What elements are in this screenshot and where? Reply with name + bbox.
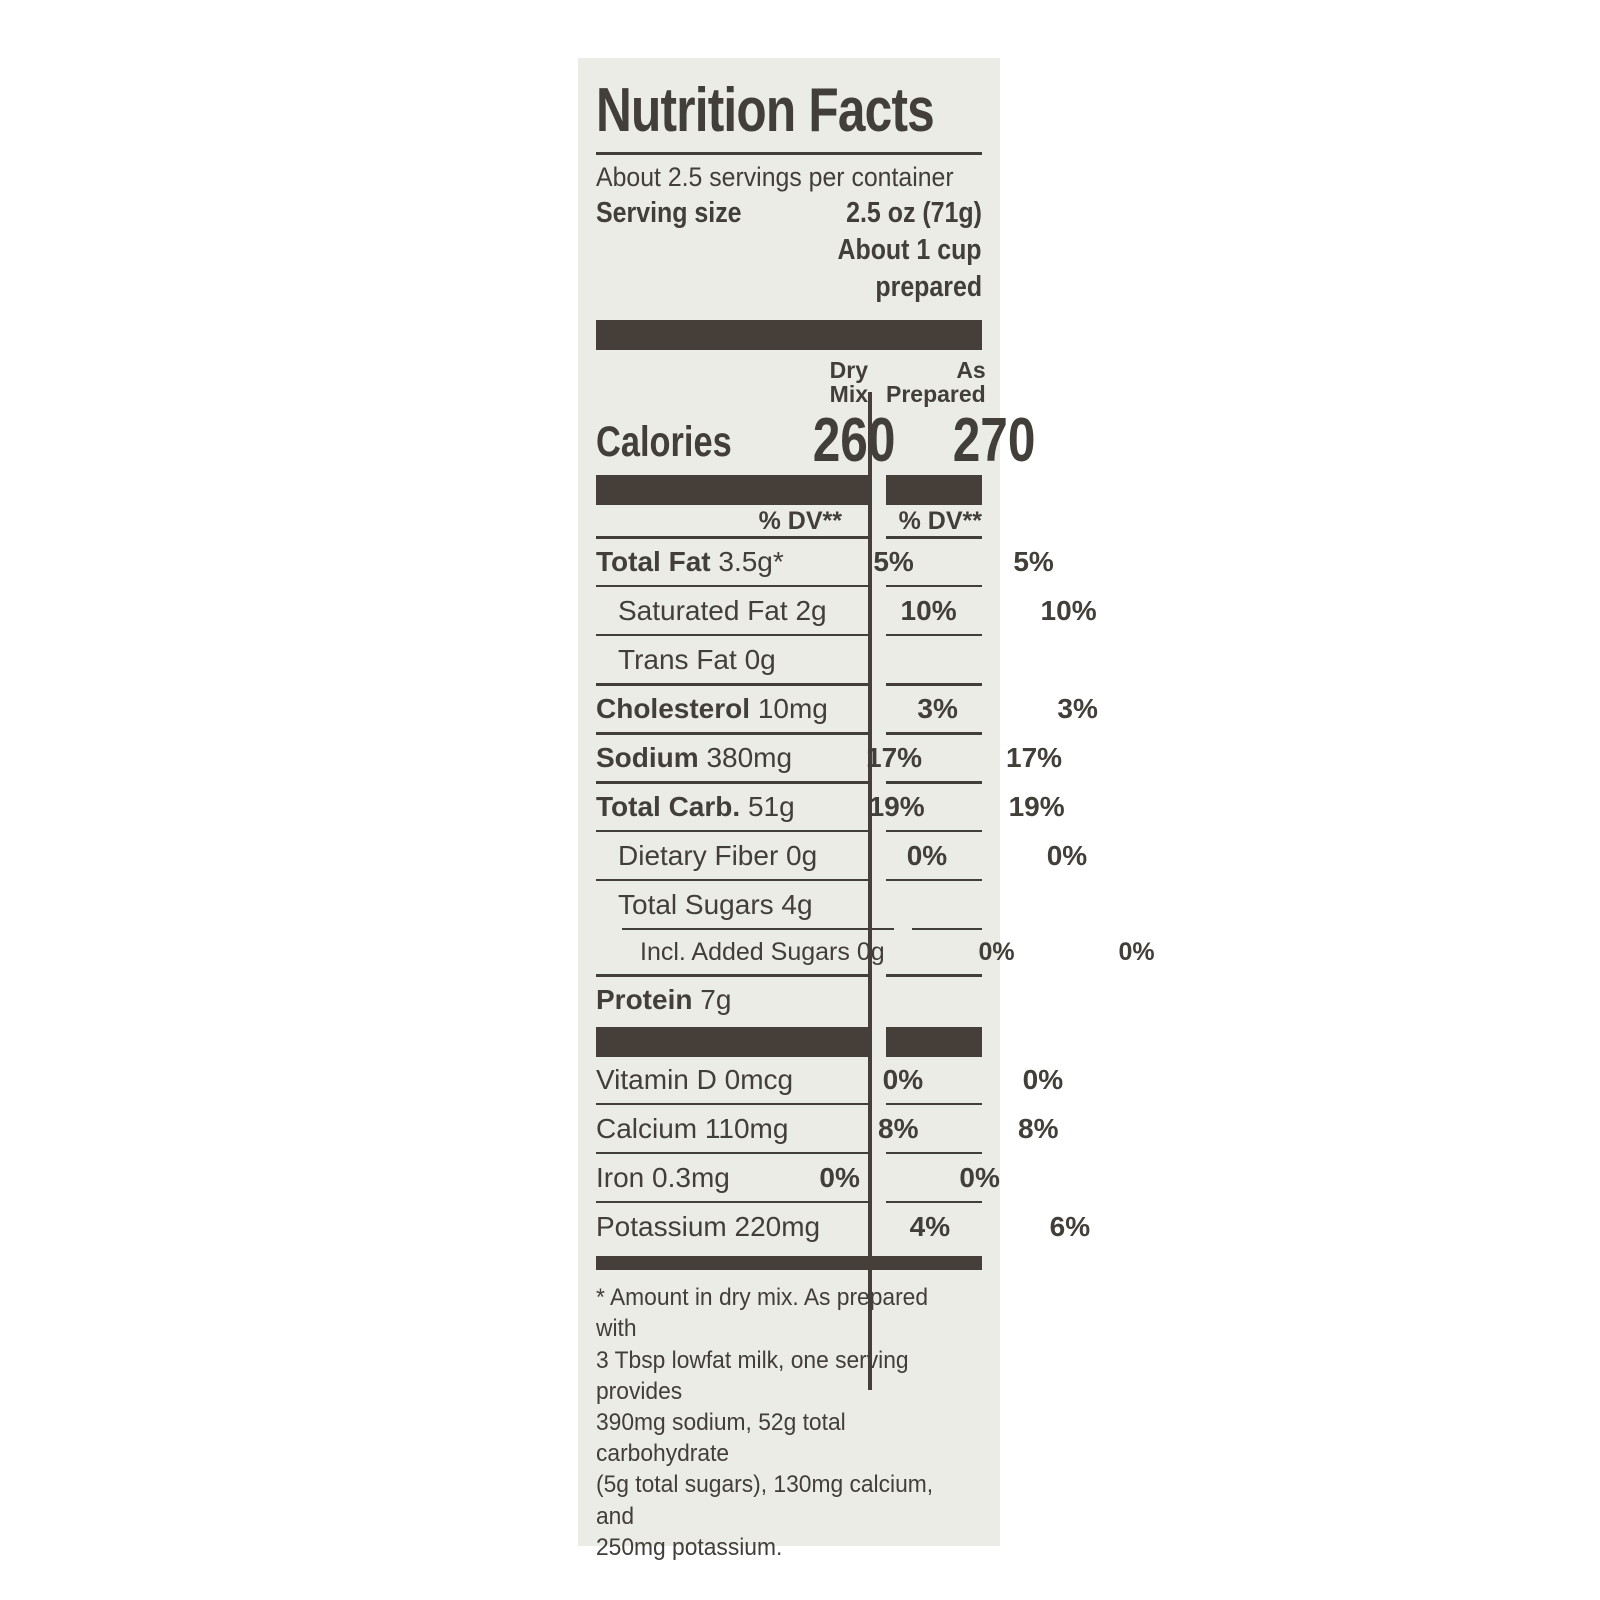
dv-header-as-prepared: % DV** (898, 507, 982, 536)
nutrient-dv-dry-mix: 17% (866, 742, 923, 774)
servings-per-container: About 2.5 servings per container (596, 155, 982, 195)
nutrient-name: Potassium 220mg (596, 1211, 821, 1243)
calories-label: Calories (596, 418, 732, 467)
table-row: Total Carb. 51g 19% 19% (596, 784, 1065, 830)
nutrient-dv-dry-mix: 5% (873, 546, 914, 578)
serving-size-value-line1: 2.5 oz (71g) (846, 196, 982, 229)
nutrient-name: Total Carb. 51g (596, 791, 795, 823)
column-header-spacer (596, 358, 786, 406)
column-header-as-prepared: As Prepared (886, 357, 986, 408)
calories-value-dry-mix: 260 (812, 406, 896, 476)
nutrient-dv-dry-mix: 8% (878, 1113, 919, 1145)
nutrient-name: Total Sugars 4g (618, 889, 813, 921)
daily-value-header: % DV** % DV** (596, 505, 982, 536)
column-divider (868, 392, 872, 1390)
row-divider (596, 634, 982, 637)
table-row: Incl. Added Sugars 0g 0% 0% (596, 931, 1155, 974)
table-row: Calcium 110mg 8% 8% (596, 1106, 1058, 1152)
nutrient-dv-as-prepared: 6% (1049, 1211, 1091, 1243)
nutrient-dv-as-prepared: 5% (1013, 546, 1054, 578)
nutrient-dv-as-prepared: 0% (959, 1162, 1000, 1194)
footnote: * Amount in dry mix. As prepared with 3 … (596, 1270, 982, 1563)
nutrient-dv-dry-mix: 19% (868, 791, 925, 823)
nutrient-dv-dry-mix: 3% (917, 693, 958, 725)
nutrient-name: Vitamin D 0mcg (596, 1064, 794, 1096)
calories-separator-bar (596, 475, 982, 506)
nutrient-dv-dry-mix: 4% (909, 1211, 951, 1243)
serving-size-row: Serving size 2.5 oz (71g) About 1 cup pr… (596, 195, 982, 306)
table-row: Dietary Fiber 0g 0% 0% (596, 833, 1087, 879)
nutrient-name: Saturated Fat 2g (618, 595, 827, 627)
serving-size-label: Serving size (596, 196, 742, 229)
nutrient-dv-as-prepared: 0% (1118, 938, 1155, 967)
row-divider (596, 781, 982, 785)
nutrient-name: Total Fat 3.5g* (596, 546, 784, 578)
serving-size-value-line2: About 1 cup (837, 233, 982, 266)
nutrient-dv-dry-mix: 0% (978, 938, 1015, 967)
table-row: Protein 7g (596, 977, 982, 1023)
footnote-separator-bar (596, 1256, 982, 1271)
nutrient-dv-dry-mix: 0% (906, 840, 948, 872)
nutrient-dv-as-prepared: 0% (1022, 1064, 1064, 1096)
page-title: Nutrition Facts (596, 58, 982, 142)
table-row: Saturated Fat 2g 10% 10% (596, 588, 1097, 634)
nutrient-name: Dietary Fiber 0g (618, 840, 818, 872)
calories-value-as-prepared: 270 (952, 406, 1036, 476)
header-separator-bar (596, 320, 982, 351)
micronutrient-separator-bar (596, 1027, 982, 1058)
nutrient-name: Sodium 380mg (596, 742, 793, 774)
nutrient-name: Cholesterol 10mg (596, 693, 828, 725)
nutrition-facts-panel: Nutrition Facts About 2.5 servings per c… (578, 58, 1155, 1561)
nutrient-dv-as-prepared: 10% (1040, 595, 1097, 627)
row-divider (596, 1201, 982, 1204)
row-divider (596, 585, 982, 588)
row-divider (596, 928, 982, 931)
nutrient-dv-as-prepared: 3% (1057, 693, 1098, 725)
table-row: Sodium 380mg 17% 17% (596, 735, 1062, 781)
serving-size-values: 2.5 oz (71g) About 1 cup prepared (814, 195, 982, 306)
column-header-dry-mix: Dry Mix (829, 357, 868, 408)
calories-row: Calories 260 270 (596, 406, 1036, 476)
table-row: Total Fat 3.5g* 5% 5% (596, 539, 1054, 585)
nutrient-name: Calcium 110mg (596, 1113, 789, 1145)
row-divider (596, 1103, 982, 1106)
column-headers: Dry Mix As Prepared (596, 350, 986, 408)
row-divider (596, 879, 982, 882)
table-row: Iron 0.3mg 0% 0% (596, 1155, 1000, 1201)
row-divider (596, 732, 982, 736)
row-divider (596, 974, 982, 978)
nutrient-dv-dry-mix: 0% (882, 1064, 924, 1096)
servings-per-container-text: About 2.5 servings per container (596, 162, 954, 192)
table-row: Potassium 220mg 4% 6% (596, 1204, 1090, 1250)
row-divider (596, 830, 982, 833)
table-row: Trans Fat 0g (596, 637, 982, 683)
table-row: Cholesterol 10mg 3% 3% (596, 686, 1098, 732)
nutrient-dv-dry-mix: 10% (900, 595, 957, 627)
nutrient-dv-as-prepared: 19% (1008, 791, 1065, 823)
table-row: Total Sugars 4g (596, 882, 982, 928)
footnote-text: * Amount in dry mix. As prepared with 3 … (596, 1284, 934, 1561)
row-divider (596, 1152, 982, 1155)
page-title-text: Nutrition Facts (596, 76, 935, 145)
nutrient-name: Incl. Added Sugars 0g (640, 938, 885, 967)
dv-header-dry-mix: % DV** (758, 507, 842, 536)
nutrient-dv-dry-mix: 0% (819, 1162, 860, 1194)
nutrient-dv-as-prepared: 17% (1006, 742, 1063, 774)
nutrient-dv-as-prepared: 8% (1018, 1113, 1059, 1145)
nutrient-name: Protein 7g (596, 984, 732, 1016)
serving-size-value-line3: prepared (875, 270, 982, 303)
title-rule (596, 152, 982, 155)
row-divider (596, 536, 982, 540)
nutrient-dv-as-prepared: 0% (1046, 840, 1088, 872)
nutrient-name: Trans Fat 0g (618, 644, 776, 676)
table-row: Vitamin D 0mcg 0% 0% (596, 1057, 1063, 1103)
row-divider (596, 683, 982, 687)
nutrient-name: Iron 0.3mg (596, 1162, 730, 1194)
